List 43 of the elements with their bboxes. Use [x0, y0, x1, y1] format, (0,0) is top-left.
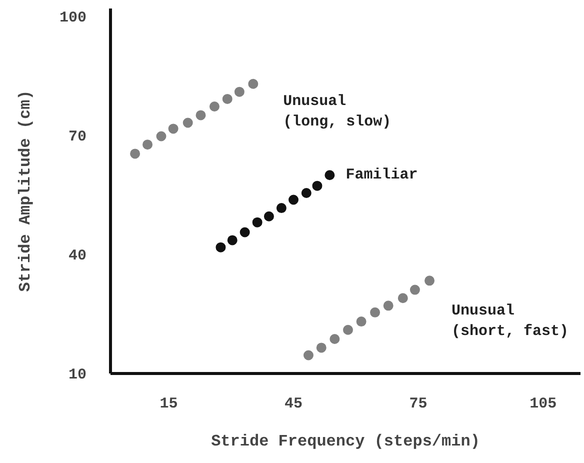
- point: [156, 131, 166, 142]
- point: [234, 86, 244, 97]
- series-label: Unusual (short, fast): [452, 302, 569, 340]
- point: [196, 110, 206, 120]
- y-tick-label: 10: [68, 366, 87, 384]
- point: [227, 235, 238, 246]
- point: [370, 307, 380, 318]
- x-tick-label: 45: [284, 396, 303, 412]
- point: [142, 140, 153, 150]
- point: [356, 316, 366, 327]
- point: [330, 334, 340, 344]
- series-label: Familiar: [346, 166, 418, 184]
- point: [398, 293, 408, 304]
- point: [209, 102, 220, 112]
- point: [312, 180, 322, 191]
- point: [182, 118, 193, 128]
- point: [410, 284, 420, 295]
- x-tick-label: 105: [530, 396, 557, 412]
- x-tick-label: 15: [160, 396, 178, 412]
- point: [342, 324, 353, 335]
- point: [316, 342, 326, 353]
- point: [168, 124, 178, 134]
- series-label: Unusual (long, slow): [283, 92, 392, 130]
- y-axis-title: Stride Amplitude (cm): [16, 90, 34, 292]
- point: [301, 188, 312, 198]
- point: [248, 78, 258, 89]
- point: [222, 94, 232, 104]
- y-tick-label: 100: [59, 9, 87, 26]
- point: [303, 350, 314, 360]
- point: [252, 217, 262, 228]
- point: [288, 194, 299, 205]
- point: [324, 170, 335, 180]
- point: [383, 300, 394, 311]
- x-axis-title: Stride Frequency (steps/min): [211, 432, 480, 450]
- point: [240, 227, 250, 238]
- y-tick-label: 40: [68, 247, 87, 264]
- point: [424, 276, 435, 286]
- point: [130, 148, 140, 159]
- x-tick-label: 75: [409, 396, 428, 412]
- point: [276, 203, 286, 214]
- point: [216, 242, 226, 252]
- point: [264, 211, 274, 222]
- y-tick-label: 70: [68, 128, 87, 146]
